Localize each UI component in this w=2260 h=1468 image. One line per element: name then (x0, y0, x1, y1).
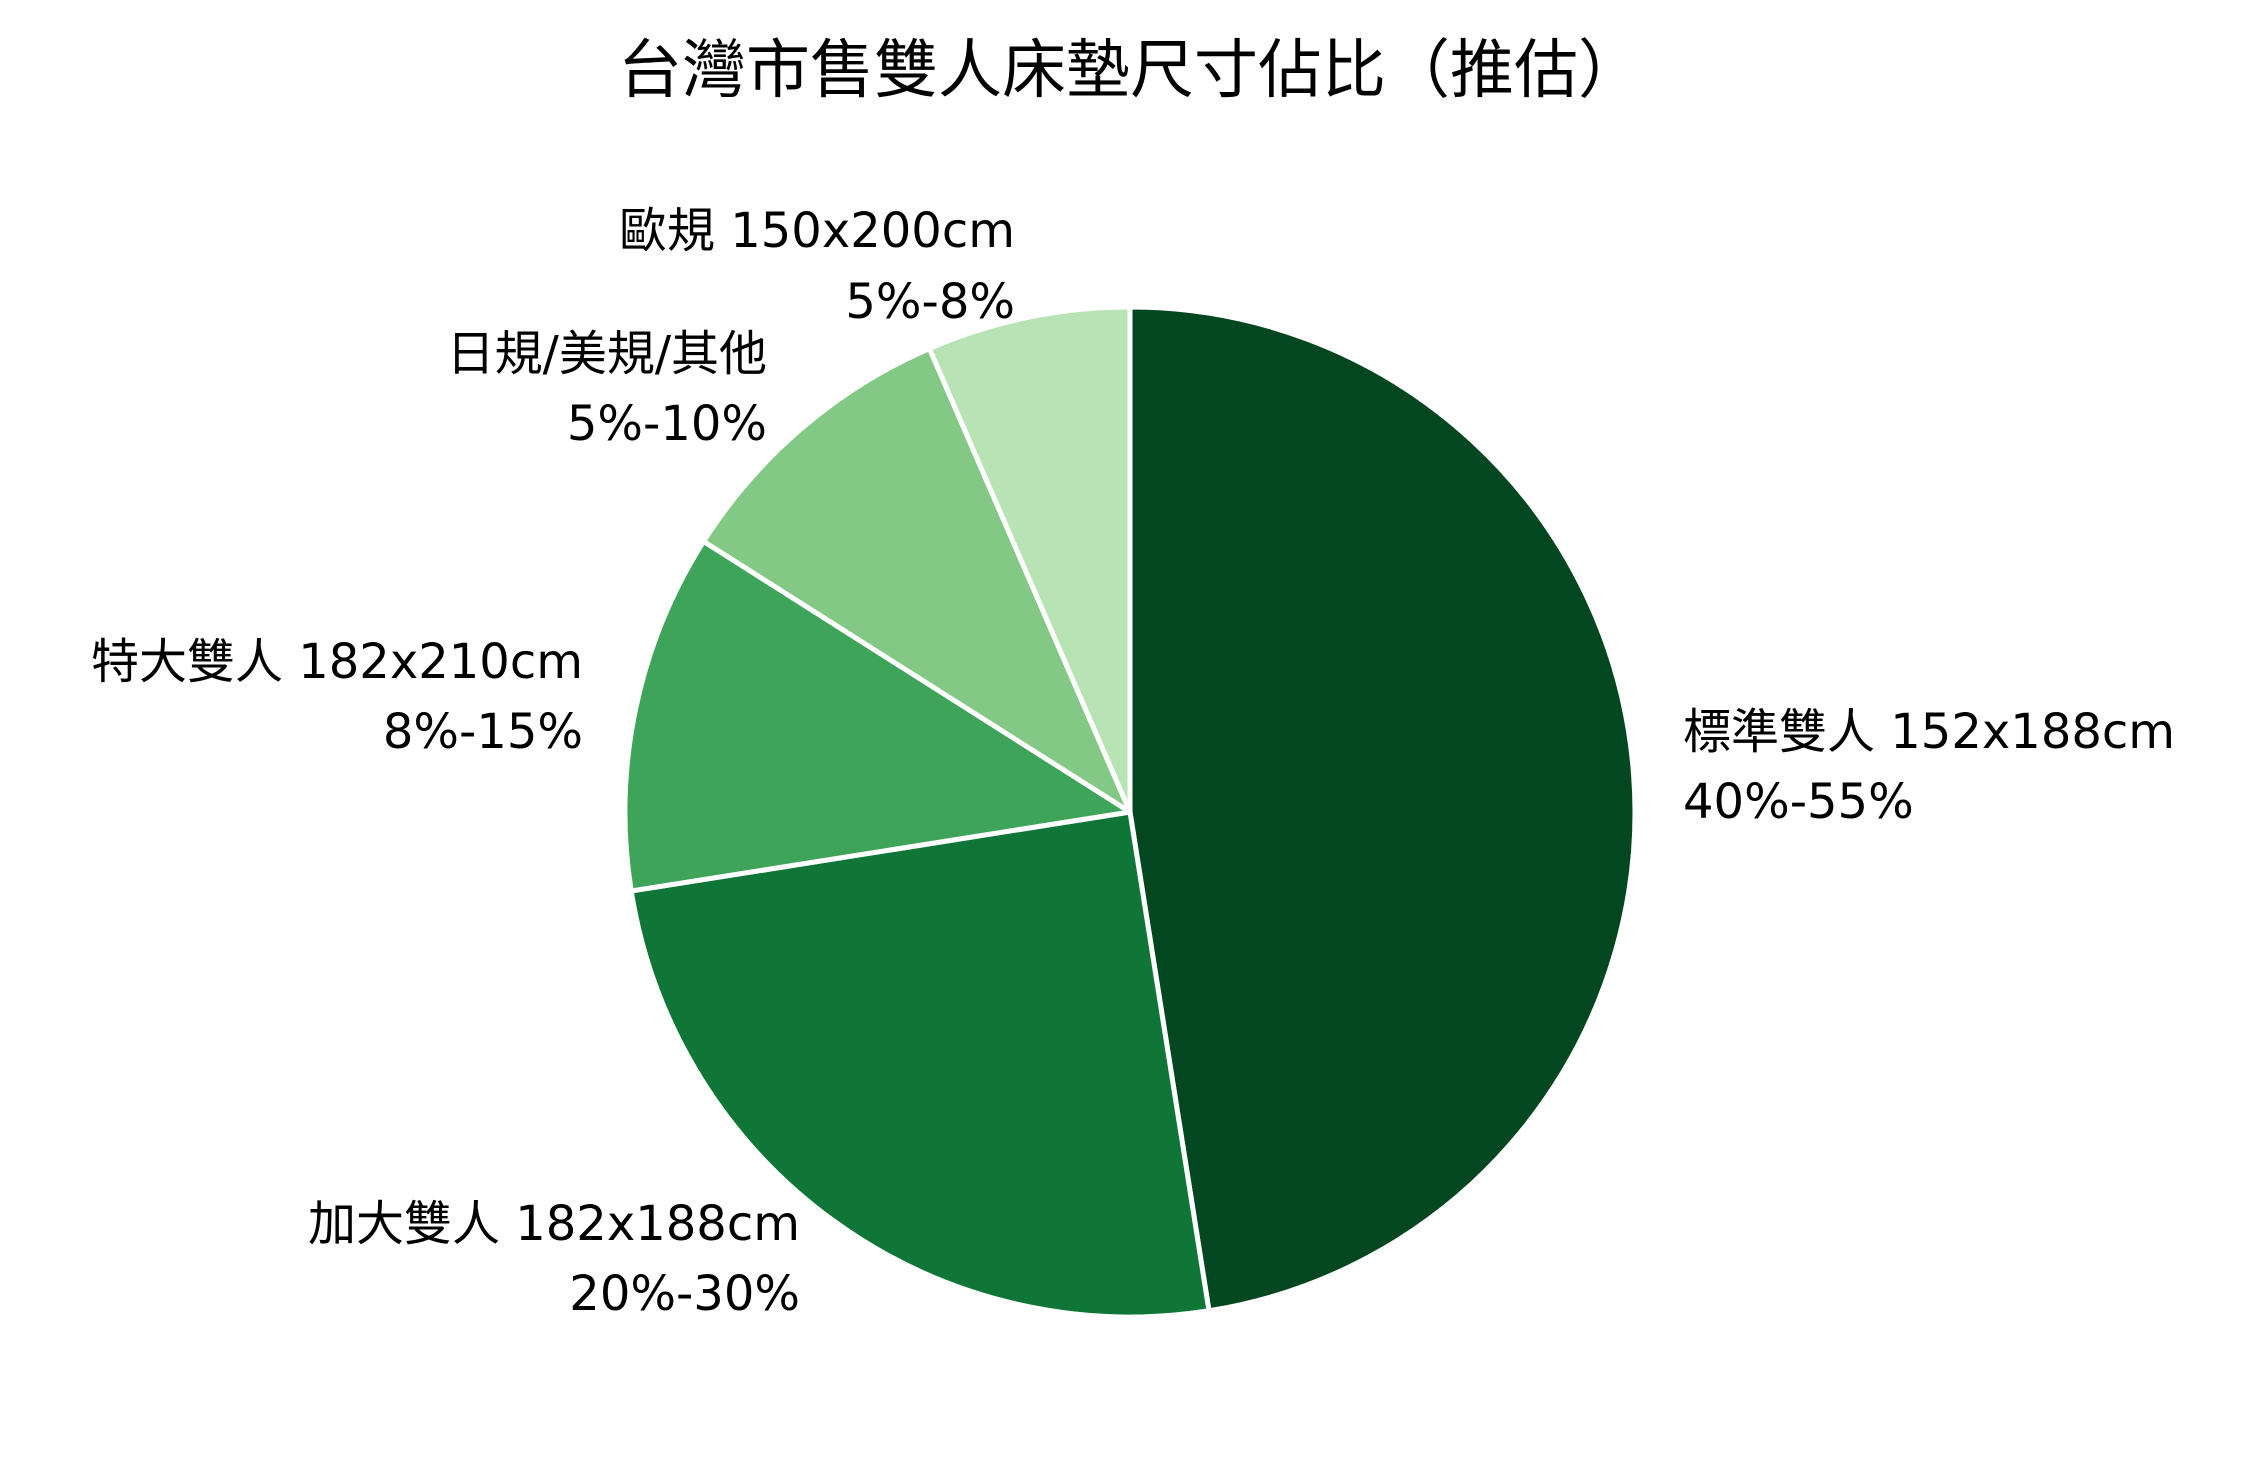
pie-slice (926, 304, 1133, 815)
slice-label: 標準雙人 152x188cm (1683, 704, 2175, 760)
slice-range-label: 40%-55% (1683, 774, 1914, 830)
slice-label: 歐規 150x200cm (619, 203, 1015, 259)
pie-slices (622, 304, 1638, 1320)
slice-range-label: 5%-8% (845, 274, 1015, 330)
slice-label: 日規/美規/其他 (447, 326, 767, 382)
slice-label: 特大雙人 182x210cm (91, 634, 583, 690)
slice-label: 加大雙人 182x188cm (308, 1196, 800, 1252)
pie-slice (628, 809, 1212, 1320)
pie-slice (622, 538, 1133, 894)
slice-labels: 標準雙人 152x188cm 40%-55% 加大雙人 182x188cm 20%-3… (91, 203, 2175, 1322)
pie-slice (1127, 304, 1638, 1314)
slice-range-label: 8%-15% (383, 704, 583, 760)
pie-slice (701, 346, 1133, 815)
slice-range-label: 20%-30% (569, 1266, 800, 1322)
slice-range-label: 5%-10% (567, 396, 767, 452)
chart-title: 台灣市售雙人床墊尺寸佔比（推估） (618, 34, 1642, 108)
